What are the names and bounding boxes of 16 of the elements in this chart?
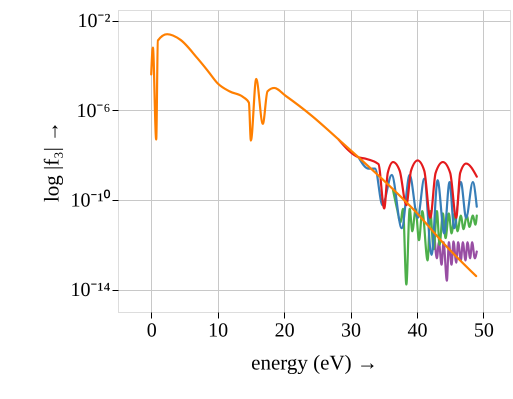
line-series	[150, 33, 478, 278]
line-series	[392, 189, 478, 286]
y-tick-label: 10⁻²	[78, 10, 110, 32]
y-axis-title: log |f₃| →	[40, 120, 64, 202]
x-tick-label: 40	[407, 320, 428, 342]
y-tick-label: 10⁻⁶	[76, 100, 111, 122]
x-tick-label: 50	[474, 320, 494, 342]
x-tick-label: 30	[341, 320, 362, 342]
line-series	[337, 138, 478, 219]
x-tick-label: 20	[274, 320, 295, 342]
line-series	[357, 156, 478, 256]
y-tick-label: 10⁻¹⁴	[70, 279, 111, 302]
x-axis-title: energy (eV) →	[251, 350, 378, 374]
x-tick-label: 0	[146, 320, 157, 342]
y-tick-label: 10⁻¹⁰	[70, 188, 110, 212]
x-tick-label: 10	[208, 320, 228, 342]
